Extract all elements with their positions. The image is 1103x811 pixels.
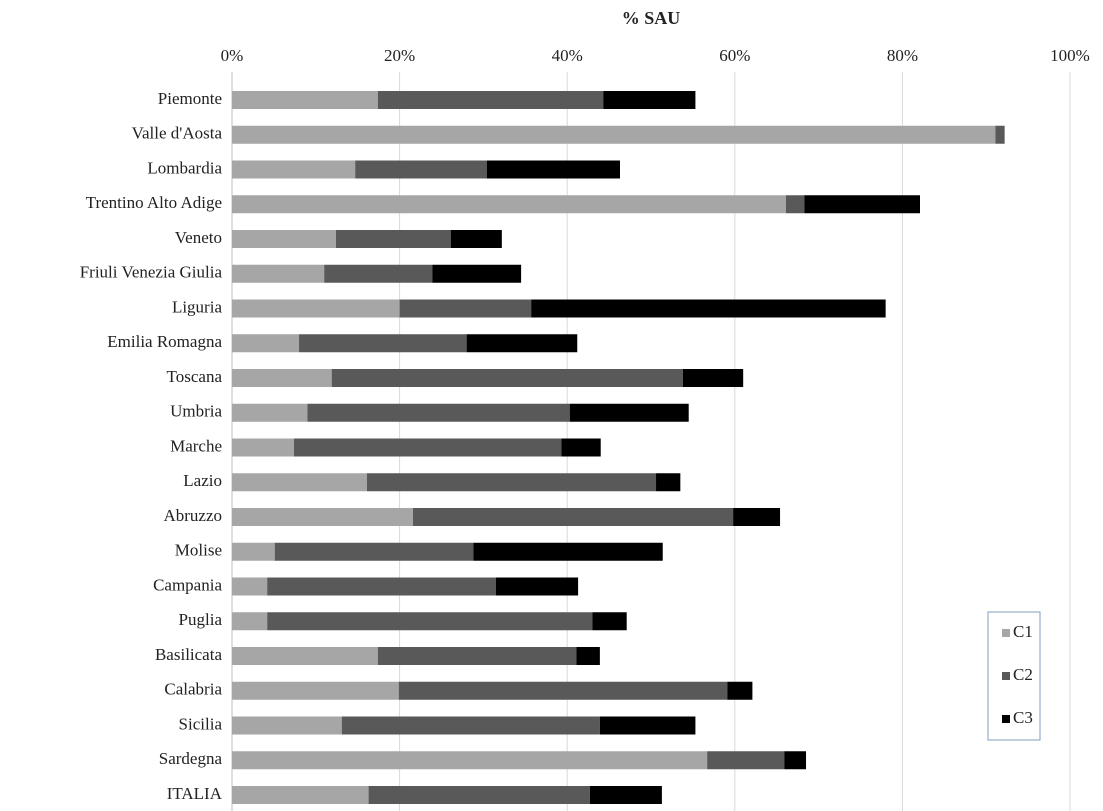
bar-segment [232,264,325,283]
bar-segment [331,369,683,387]
bar-segment [232,786,369,804]
y-tick-label: Valle d'Aosta [132,124,223,143]
bar-segment [232,647,378,665]
legend-label: C1 [1013,622,1033,641]
bar-segment [267,612,593,631]
legend-swatch [1002,715,1010,723]
bar-segment [368,786,590,804]
bar-segment [432,264,522,283]
legend-swatch [1002,672,1010,680]
bar-segment [603,91,696,109]
bar-segment [682,369,744,387]
bar-segment [232,299,400,318]
y-tick-label: Umbria [170,402,222,421]
bar-segment [995,125,1005,144]
x-tick-label: 0% [221,46,244,65]
legend-box [987,611,1041,741]
bar-segment [599,716,696,735]
x-tick-label: 60% [719,46,750,65]
bar-segment [232,195,786,214]
bar-segment [804,195,920,214]
x-tick-label: 20% [384,46,415,65]
bar-segment [785,195,805,214]
bar-segment [335,230,451,248]
bar-segment [232,751,708,770]
y-tick-label: Abruzzo [163,506,222,525]
bar-segment [232,542,275,561]
bar-segment [274,542,474,561]
bar-segment [589,786,662,804]
bar-segment [656,473,681,492]
y-tick-label: Puglia [179,610,223,629]
bar-segment [232,334,300,353]
bar-segment [267,577,496,596]
bar-segment [366,473,657,492]
bar-segment [450,230,502,248]
y-tick-label: Marche [170,436,222,455]
bar-segment [473,542,663,561]
bar-segment [232,508,414,526]
bar-segment [232,612,268,631]
bar-segment [495,577,579,596]
bar-segment [486,160,620,179]
bar-segment [377,647,577,665]
x-tick-label: 100% [1050,46,1090,65]
y-tick-label: Campania [153,575,222,594]
legend-label: C2 [1013,665,1033,684]
legend-label: C3 [1013,708,1033,727]
y-tick-label: Piemonte [158,89,222,108]
y-tick-label: Friuli Venezia Giulia [80,263,223,282]
bar-segment [232,91,378,109]
bar-segment [377,91,604,109]
y-tick-label: Emilia Romagna [107,332,222,351]
y-tick-label: Trentino Alto Adige [86,193,222,212]
bar-segment [399,299,532,318]
y-tick-label: Sicilia [179,714,223,733]
bar-segment [784,751,807,770]
y-tick-label: Veneto [175,228,222,247]
bar-segment [232,577,268,596]
bar-segment [561,438,601,457]
y-tick-label: Lombardia [147,158,222,177]
bar-segment [232,403,308,422]
bar-segment [324,264,433,283]
bar-segment [707,751,785,770]
bar-segment [569,403,689,422]
bar-segment [413,508,734,526]
bar-segment [232,438,295,457]
y-tick-label: Sardegna [159,749,223,768]
legend-swatch [1002,629,1010,637]
bar-segment [727,681,753,700]
bar-segment [232,681,399,700]
bar-segment [232,369,332,387]
bar-segment [576,647,600,665]
y-tick-label: Molise [175,541,222,560]
y-tick-label: Liguria [172,297,222,316]
bar-segment [232,473,367,492]
bar-segment [733,508,781,526]
x-tick-label: 40% [552,46,583,65]
x-tick-label: 80% [887,46,918,65]
y-tick-label: Toscana [167,367,223,386]
bar-segment [294,438,562,457]
bar-segment [466,334,578,353]
y-tick-label: Calabria [164,680,222,699]
bar-segment [398,681,728,700]
bar-segment [341,716,600,735]
y-tick-label: Basilicata [155,645,222,664]
chart-title: % SAU [622,8,681,28]
bar-segment [232,230,336,248]
bar-segment [307,403,570,422]
y-tick-label: ITALIA [167,784,223,803]
bar-segment [531,299,886,318]
bar-segment [232,125,996,144]
bar-segment [592,612,627,631]
bar-segment [232,716,342,735]
y-tick-label: Lazio [183,471,222,490]
bar-segment [355,160,487,179]
bar-segment [299,334,467,353]
bar-segment [232,160,356,179]
